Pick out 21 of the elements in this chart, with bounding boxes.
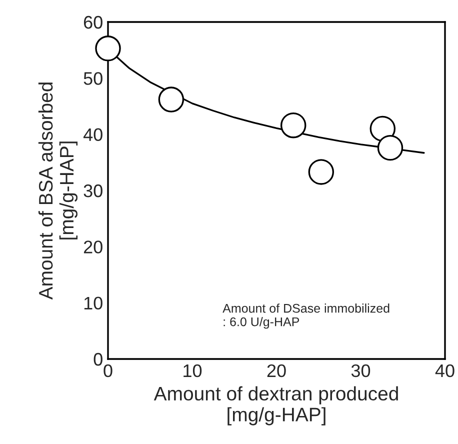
- y-tick-label: 10: [84, 296, 102, 310]
- point: [370, 116, 396, 142]
- annotation: Amount of DSase immobilized : 6.0 U/g-HAP: [222, 304, 390, 329]
- point: [280, 112, 306, 138]
- x-tick-label: 30: [351, 364, 370, 378]
- x-tick-label: 20: [267, 364, 286, 378]
- point: [377, 134, 404, 161]
- y-tick-label: 20: [84, 240, 102, 254]
- y-tick-label: 50: [84, 72, 102, 85]
- y-tick-label: 0: [94, 352, 102, 366]
- y-axis-title: Amount of BSA adsorbed [mg/g-HAP]: [38, 82, 78, 300]
- point: [308, 159, 334, 185]
- x-tick-label: 10: [184, 364, 202, 378]
- y-tick-label: 40: [83, 128, 102, 142]
- y-tick-label: 60: [84, 16, 102, 29]
- y-tick-label: 30: [84, 184, 102, 198]
- x-axis-title: Amount of dextran produced [mg/g-HAP]: [154, 386, 398, 426]
- point: [158, 86, 184, 112]
- x-tick-label: 0: [104, 364, 112, 378]
- x-tick-label: 40: [435, 364, 454, 378]
- point: [95, 36, 121, 62]
